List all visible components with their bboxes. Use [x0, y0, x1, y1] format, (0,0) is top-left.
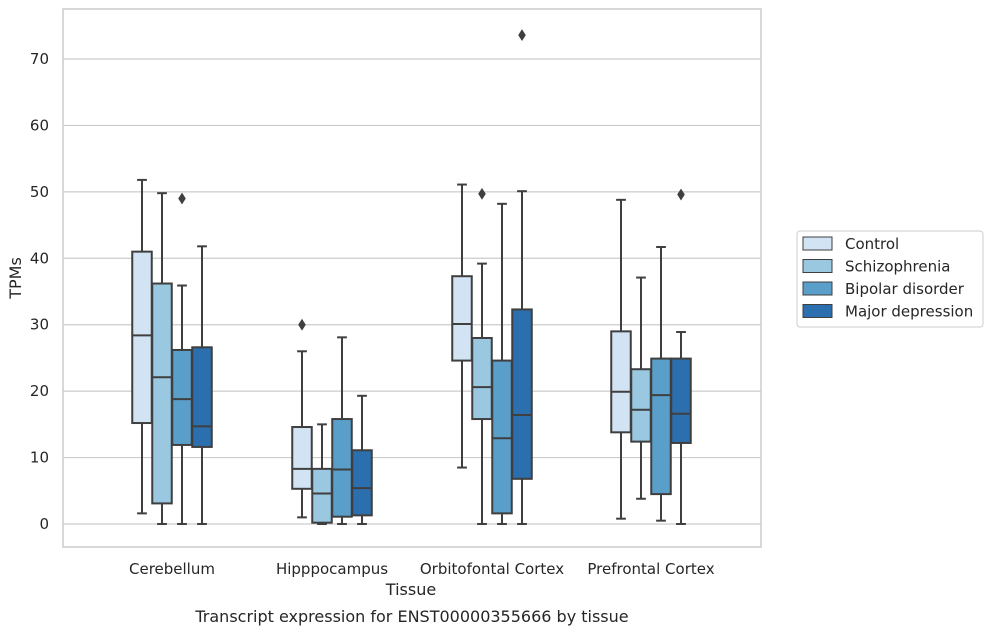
x-tick-label: Hipppocampus [276, 560, 388, 578]
box-iqr [451, 275, 473, 362]
plot-frame [62, 8, 762, 548]
box-iqr [131, 250, 153, 425]
chart-caption: Transcript expression for ENST0000035566… [194, 607, 628, 626]
box-iqr [151, 282, 173, 505]
outlier-point [178, 192, 186, 205]
y-axis-title: TPMs [6, 257, 25, 300]
box-group [451, 183, 473, 469]
y-tick-label: 10 [30, 449, 49, 467]
x-tick-label: Cerebellum [129, 560, 215, 578]
box-group [610, 198, 632, 520]
box-iqr [610, 330, 632, 434]
legend-items: Control Schizophrenia Bipolar disorder Majo… [802, 235, 973, 321]
y-tick-label: 60 [30, 116, 49, 134]
box-iqr [351, 449, 373, 517]
box-iqr [291, 426, 313, 490]
y-tick-label: 70 [30, 50, 49, 68]
y-tick-label: 30 [30, 316, 49, 334]
outlier-point [478, 187, 486, 200]
x-tick-label: Orbitofontal Cortex [420, 560, 564, 578]
box-group [650, 245, 672, 522]
box-group [151, 192, 173, 525]
y-axis-ticks: 0 10 20 30 40 50 60 70 [30, 50, 49, 533]
box-iqr [171, 348, 193, 446]
legend: Control Schizophrenia Bipolar disorder Majo… [796, 230, 984, 328]
box-iqr [311, 467, 333, 524]
legend-frame [796, 230, 984, 328]
box-group [171, 192, 193, 525]
x-tick-label: Prefrontal Cortex [587, 560, 714, 578]
y-tick-label: 50 [30, 183, 49, 201]
outlier-point [677, 188, 685, 201]
box-iqr [331, 418, 353, 518]
box-iqr [630, 368, 652, 443]
legend-swatch [802, 236, 833, 251]
box-iqr [670, 357, 692, 444]
box-group [291, 318, 313, 519]
box-group [670, 188, 692, 525]
y-tick-label: 20 [30, 382, 49, 400]
y-tick-label: 40 [30, 249, 49, 267]
box-group [131, 178, 153, 515]
x-axis-ticks: Cerebellum Hipppocampus Orbitofontal Corte… [129, 560, 715, 578]
box-group [471, 187, 493, 525]
x-axis-title: Tissue [385, 580, 436, 599]
box-iqr [471, 337, 493, 421]
legend-label: Control [845, 235, 899, 253]
box-group [630, 276, 652, 500]
box-iqr [191, 346, 213, 448]
legend-label: Schizophrenia [845, 258, 950, 276]
legend-label: Major depression [845, 303, 973, 321]
box-group [191, 245, 213, 525]
box-group [491, 202, 513, 525]
legend-swatch [802, 281, 833, 296]
outlier-point [298, 318, 306, 331]
legend-swatch [802, 304, 833, 318]
legend-swatch [802, 259, 833, 273]
box-plot-boxes [131, 29, 692, 525]
box-group [351, 394, 373, 525]
box-iqr [511, 308, 533, 480]
y-tick-label: 0 [39, 515, 49, 533]
box-iqr [650, 357, 672, 496]
outlier-point [518, 29, 526, 42]
box-iqr [491, 359, 513, 515]
legend-label: Bipolar disorder [845, 280, 965, 298]
box-group [331, 336, 353, 525]
box-group [311, 423, 333, 525]
box-group [511, 29, 533, 525]
